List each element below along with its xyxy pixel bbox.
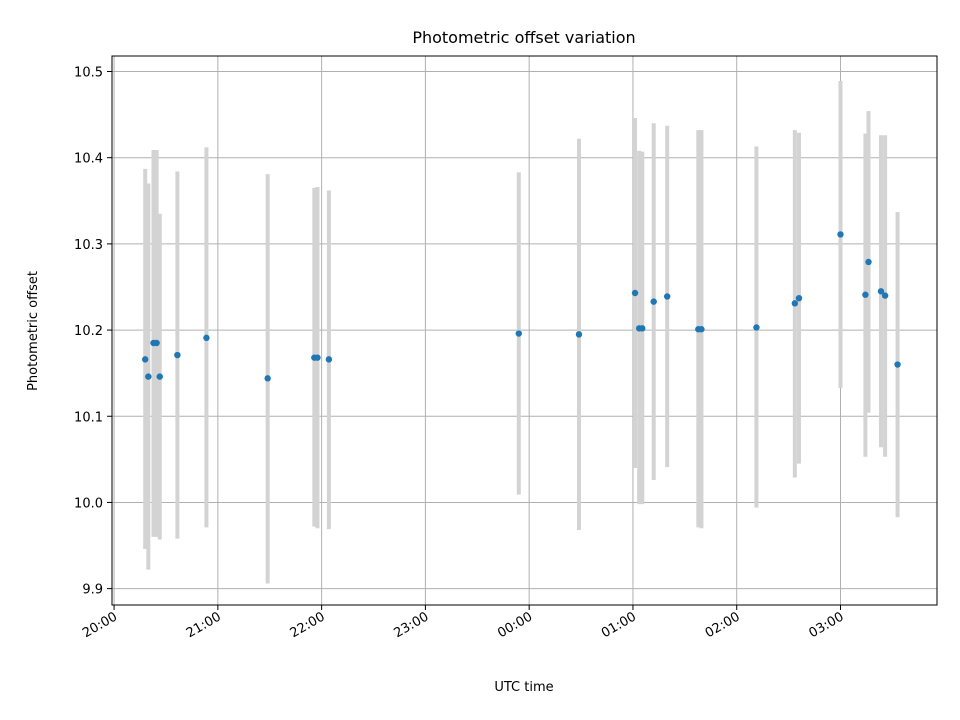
y-axis-label: Photometric offset: [26, 271, 41, 391]
y-tick-label: 9.9: [82, 583, 103, 598]
x-axis-label: UTC time: [494, 680, 553, 695]
data-point: [142, 356, 149, 363]
data-point: [156, 373, 163, 380]
data-point: [881, 292, 889, 299]
y-tick-label: 10.5: [74, 66, 103, 81]
data-point: [631, 289, 639, 297]
data-point: [203, 334, 210, 342]
data-point: [575, 331, 583, 338]
data-point: [264, 375, 271, 382]
data-point: [153, 339, 160, 347]
data-point: [663, 293, 671, 300]
data-point: [877, 288, 885, 295]
data-point: [791, 300, 799, 307]
data-point: [174, 351, 181, 359]
data-point: [837, 231, 844, 238]
chart-title: Photometric offset variation: [412, 28, 635, 47]
data-point: [894, 361, 901, 368]
data-point: [865, 258, 872, 266]
y-tick-label: 10.3: [74, 238, 103, 253]
data-point: [325, 356, 333, 363]
data-point: [698, 326, 705, 333]
data-point: [650, 298, 657, 305]
y-tick-label: 10.1: [74, 410, 103, 425]
data-point: [862, 291, 869, 298]
data-point: [753, 324, 760, 331]
y-tick-label: 10.2: [74, 324, 103, 339]
data-point: [314, 354, 321, 361]
y-tick-label: 10.4: [74, 152, 103, 167]
data-points: [142, 231, 901, 382]
data-point: [515, 330, 522, 337]
data-point: [795, 294, 803, 302]
data-point: [639, 325, 646, 332]
data-point: [145, 373, 152, 380]
y-axis: 9.9 10.0 10.1 10.2 10.3 10.4 10.5: [74, 66, 112, 598]
y-tick-label: 10.0: [74, 496, 103, 511]
